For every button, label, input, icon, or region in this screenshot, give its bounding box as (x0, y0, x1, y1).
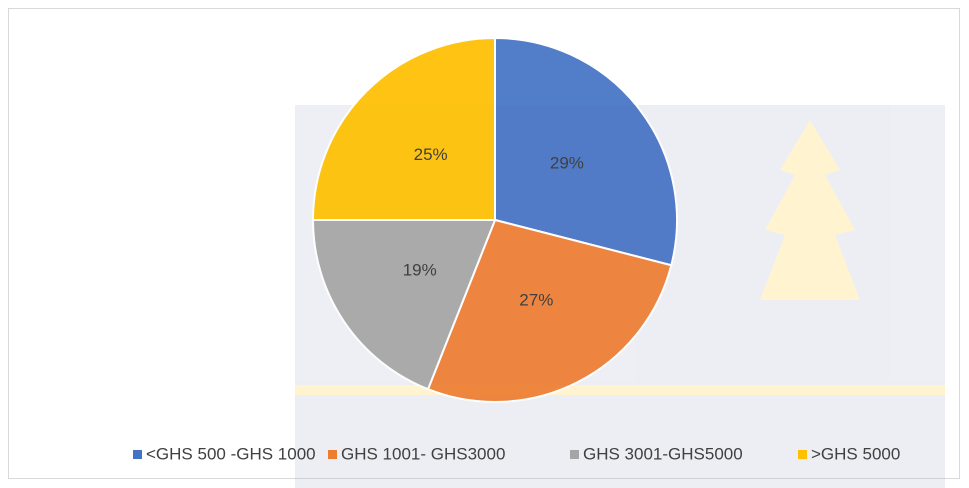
legend-label: GHS 3001-GHS5000 (583, 444, 743, 463)
legend-swatch (570, 450, 579, 459)
data-label: 25% (414, 145, 448, 164)
pie-slice (311, 219, 497, 391)
data-label: 19% (403, 261, 437, 280)
pie-slice (426, 218, 673, 403)
pie-slice (311, 36, 496, 221)
legend-swatch (133, 450, 142, 459)
watermark-leaf (760, 120, 860, 300)
watermark-band (295, 385, 945, 395)
legend-swatch (328, 450, 337, 459)
legend-label: GHS 1001- GHS3000 (341, 444, 505, 463)
legend-swatch (798, 450, 807, 459)
legend-label: <GHS 500 -GHS 1000 (146, 444, 316, 463)
data-label: 29% (550, 154, 584, 173)
pie-slice (494, 36, 678, 267)
data-label: 27% (519, 291, 553, 310)
legend-label: >GHS 5000 (811, 444, 900, 463)
